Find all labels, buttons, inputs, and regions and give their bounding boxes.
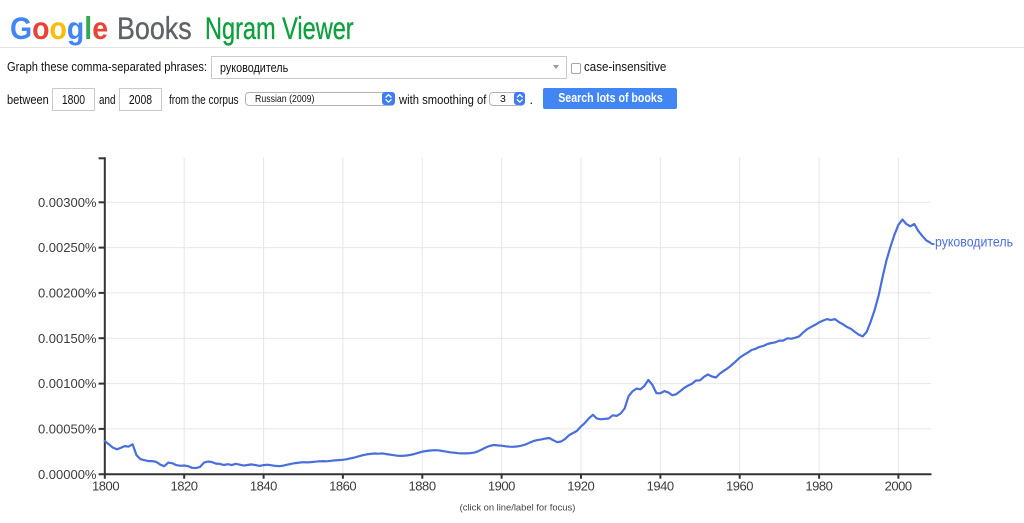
svg-text:0.00000%: 0.00000% bbox=[38, 467, 97, 482]
svg-text:1840: 1840 bbox=[250, 478, 278, 493]
svg-text:0.00250%: 0.00250% bbox=[38, 240, 97, 255]
svg-text:1920: 1920 bbox=[567, 478, 595, 493]
svg-text:1900: 1900 bbox=[488, 478, 515, 493]
svg-text:1800: 1800 bbox=[92, 478, 120, 493]
svg-text:1880: 1880 bbox=[409, 478, 437, 493]
svg-text:1860: 1860 bbox=[329, 478, 357, 493]
svg-text:0.00150%: 0.00150% bbox=[38, 331, 97, 346]
svg-text:руководитель: руководитель bbox=[935, 235, 1013, 250]
svg-text:1820: 1820 bbox=[170, 478, 198, 493]
svg-text:0.00100%: 0.00100% bbox=[38, 376, 97, 391]
svg-text:0.00050%: 0.00050% bbox=[38, 422, 97, 437]
svg-text:0.00300%: 0.00300% bbox=[38, 195, 97, 210]
svg-text:1980: 1980 bbox=[805, 478, 833, 493]
svg-text:2000: 2000 bbox=[885, 478, 913, 493]
svg-text:1940: 1940 bbox=[647, 478, 675, 493]
svg-text:0.00200%: 0.00200% bbox=[38, 286, 97, 301]
svg-text:1960: 1960 bbox=[726, 478, 754, 493]
svg-text:(click on line/label for focus: (click on line/label for focus) bbox=[460, 502, 576, 513]
